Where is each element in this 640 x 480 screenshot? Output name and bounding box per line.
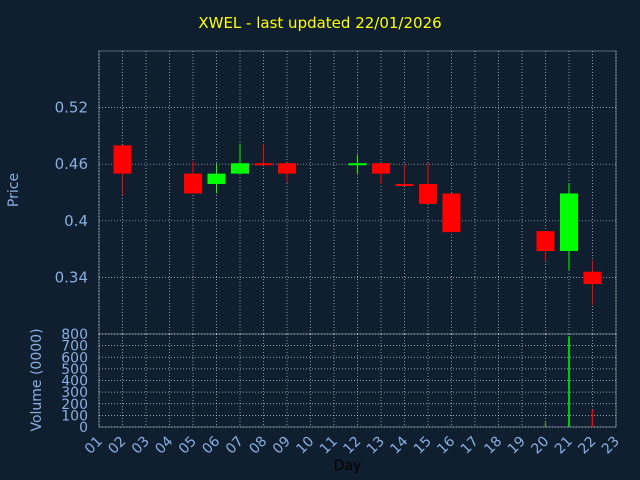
candle-body xyxy=(442,193,461,233)
price-tick-label: 0.4 xyxy=(64,212,88,230)
x-tick-label: 14 xyxy=(387,433,411,457)
x-tick-label: 17 xyxy=(458,434,482,458)
chart-title: XWEL - last updated 22/01/2026 xyxy=(198,14,442,32)
candle-body xyxy=(419,184,437,204)
x-tick-label: 20 xyxy=(528,434,552,458)
candle-body xyxy=(184,173,202,194)
x-tick-label: 09 xyxy=(270,434,294,458)
price-tick-label: 0.46 xyxy=(55,155,88,173)
volume-tick-label: 200 xyxy=(61,397,88,413)
candle-body xyxy=(372,163,390,174)
x-tick-label: 18 xyxy=(481,434,505,458)
x-tick-label: 10 xyxy=(293,434,317,458)
candle-body xyxy=(395,184,414,187)
candle-body xyxy=(113,145,132,174)
candle-body xyxy=(583,271,602,285)
volume-tick-label: 300 xyxy=(61,385,88,401)
x-tick-label: 16 xyxy=(434,433,458,457)
x-tick-label: 08 xyxy=(246,434,270,458)
x-tick-label: 23 xyxy=(599,434,623,458)
x-tick-label: 13 xyxy=(364,434,388,458)
x-tick-label: 15 xyxy=(411,434,435,458)
x-tick-label: 12 xyxy=(340,434,364,458)
x-tick-label: 19 xyxy=(505,434,529,458)
x-tick-label: 11 xyxy=(317,434,341,458)
volume-tick-label: 0 xyxy=(79,420,88,436)
x-tick-label: 04 xyxy=(152,433,176,457)
volume-tick-label: 400 xyxy=(61,374,88,390)
x-tick-label: 22 xyxy=(575,434,599,458)
volume-tick-label: 500 xyxy=(61,362,88,378)
volume-tick-label: 700 xyxy=(61,339,88,355)
volume-tick-label: 600 xyxy=(61,350,88,366)
volume-tick-label: 100 xyxy=(61,408,88,424)
candle-body xyxy=(231,163,249,174)
day-axis-label: Day xyxy=(333,458,362,474)
candle-body xyxy=(536,231,555,251)
x-tick-label: 03 xyxy=(129,434,153,458)
x-tick-label: 07 xyxy=(223,434,247,458)
x-tick-label: 06 xyxy=(199,433,223,457)
candle-body xyxy=(348,163,367,166)
candle-body xyxy=(278,163,296,174)
volume-tick-label: 800 xyxy=(61,327,88,343)
candle-body xyxy=(207,173,226,185)
x-tick-label: 21 xyxy=(552,434,576,458)
x-tick-label: 02 xyxy=(105,434,129,458)
price-tick-label: 0.52 xyxy=(55,99,88,117)
x-tick-label: 01 xyxy=(82,434,106,458)
x-tick-label: 05 xyxy=(176,434,200,458)
candle-body xyxy=(254,163,273,166)
price-tick-label: 0.34 xyxy=(55,268,88,286)
candle-body xyxy=(560,193,578,251)
